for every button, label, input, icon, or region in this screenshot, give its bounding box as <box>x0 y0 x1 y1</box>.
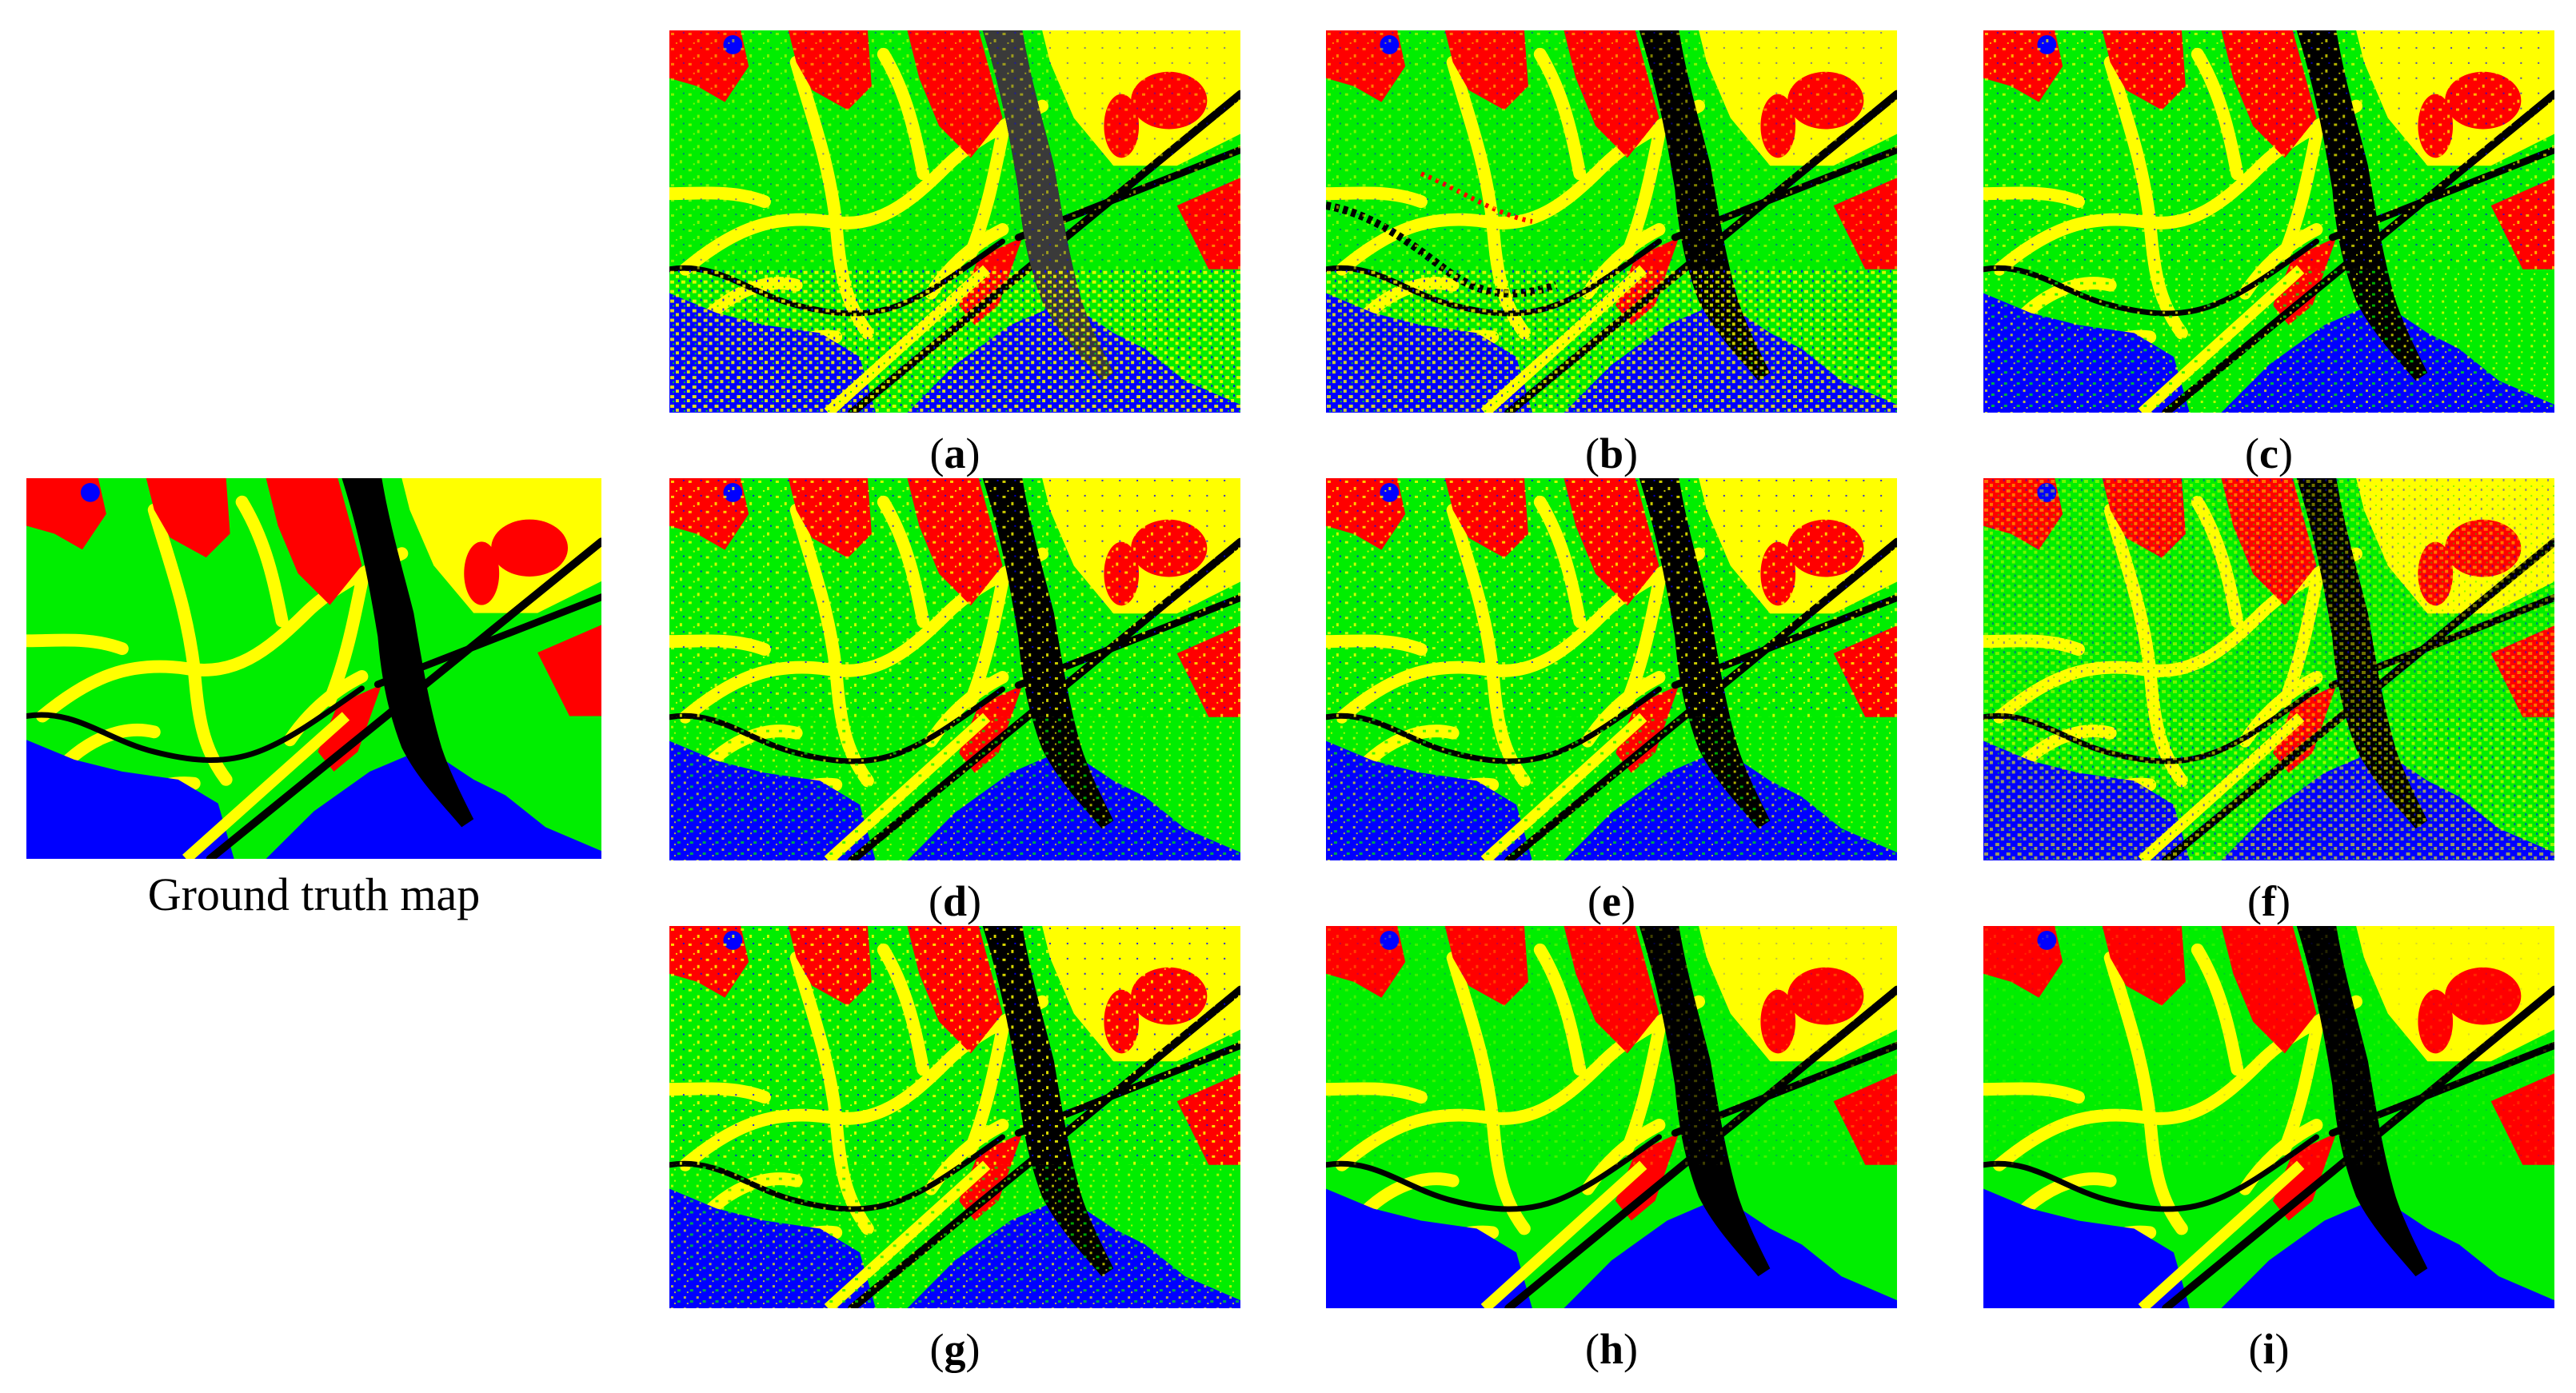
panel-label-c: (c) <box>2245 429 2293 477</box>
panel-label-i: (i) <box>2248 1325 2290 1373</box>
panel-label-f: (f) <box>2247 877 2290 925</box>
classification-map-h <box>1326 926 1897 1308</box>
panel-label-h: (h) <box>1584 1325 1638 1373</box>
ground-truth-map <box>26 478 601 859</box>
classification-map-g <box>669 926 1240 1308</box>
ground-truth-caption: Ground truth map <box>147 868 481 920</box>
panel-label-b: (b) <box>1584 429 1638 477</box>
classification-map-d <box>669 478 1240 860</box>
panel-label-e: (e) <box>1588 877 1635 925</box>
classification-map-c <box>1983 30 2554 413</box>
classification-map-a <box>669 30 1240 413</box>
classification-map-b <box>1326 30 1897 413</box>
panel-label-a: (a) <box>929 429 980 477</box>
classification-map-e <box>1326 478 1897 860</box>
panel-label-d: (d) <box>928 877 981 925</box>
classification-map-i <box>1983 926 2554 1308</box>
panel-label-g: (g) <box>929 1325 980 1373</box>
classification-map-f <box>1983 478 2554 860</box>
